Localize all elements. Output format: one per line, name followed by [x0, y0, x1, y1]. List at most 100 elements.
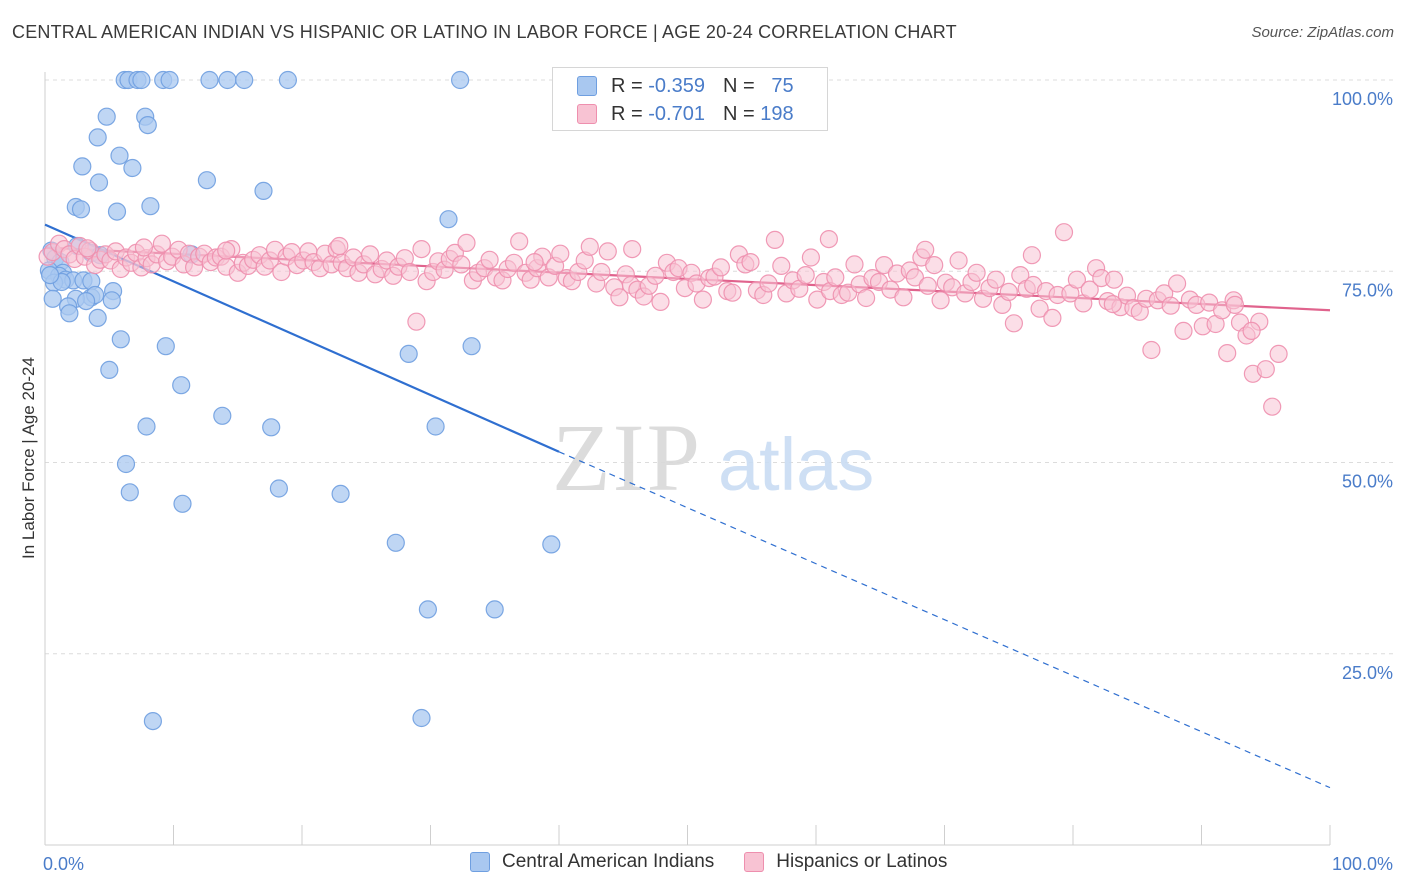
point-hispanics-or-latinos: [580, 237, 599, 256]
axes: [44, 72, 1331, 846]
point-hispanics-or-latinos: [918, 276, 937, 295]
point-hispanics-or-latinos: [1269, 344, 1288, 363]
point-hispanics-or-latinos: [801, 248, 821, 267]
point-central-american-indians: [137, 417, 156, 436]
point-central-american-indians: [172, 376, 191, 395]
point-central-american-indians: [451, 70, 470, 90]
point-central-american-indians: [143, 711, 162, 731]
point-hispanics-or-latinos: [931, 291, 950, 310]
series-legend-item-central-american-indians[interactable]: Central American Indians: [470, 851, 714, 873]
point-hispanics-or-latinos: [905, 268, 925, 287]
point-hispanics-or-latinos: [999, 282, 1018, 301]
point-central-american-indians: [269, 479, 288, 498]
point-central-american-indians: [60, 304, 79, 323]
point-central-american-indians: [73, 157, 92, 176]
point-central-american-indians: [262, 418, 281, 437]
point-hispanics-or-latinos: [412, 240, 431, 259]
point-hispanics-or-latinos: [765, 230, 785, 249]
point-central-american-indians: [485, 600, 504, 619]
point-central-american-indians: [100, 360, 119, 379]
point-central-american-indians: [138, 115, 157, 135]
point-hispanics-or-latinos: [1043, 308, 1062, 327]
point-central-american-indians: [111, 330, 130, 349]
series-legend: Central American Indians Hispanics or La…: [470, 851, 977, 873]
point-central-american-indians: [89, 173, 109, 192]
legend-r-label: R =: [611, 102, 643, 125]
watermark-zip: ZIP: [552, 404, 702, 511]
point-hispanics-or-latinos: [741, 253, 760, 272]
point-hispanics-or-latinos: [1080, 280, 1099, 299]
point-hispanics-or-latinos: [78, 239, 97, 258]
point-central-american-indians: [160, 70, 179, 90]
legend-n-label: N =: [722, 102, 755, 125]
point-central-american-indians: [156, 337, 175, 356]
point-central-american-indians: [418, 600, 437, 619]
series-swatch-pink: [744, 852, 765, 872]
point-hispanics-or-latinos: [916, 240, 935, 259]
y-tick-label: 50.0%: [1342, 472, 1393, 492]
point-hispanics-or-latinos: [1218, 344, 1237, 363]
point-central-american-indians: [120, 483, 139, 502]
legend-swatch-pink: [577, 104, 597, 124]
point-hispanics-or-latinos: [480, 250, 499, 269]
point-central-american-indians: [116, 454, 136, 474]
data-points: [38, 70, 1288, 731]
point-hispanics-or-latinos: [772, 256, 791, 275]
point-hispanics-or-latinos: [1225, 295, 1245, 314]
legend-n-value: 75: [771, 74, 794, 97]
point-central-american-indians: [173, 494, 192, 513]
point-central-american-indians: [462, 337, 481, 356]
series-legend-label: Hispanics or Latinos: [776, 851, 948, 872]
point-hispanics-or-latinos: [1256, 360, 1275, 379]
chart-title: CENTRAL AMERICAN INDIAN VS HISPANIC OR L…: [12, 22, 957, 42]
point-hispanics-or-latinos: [1004, 314, 1024, 333]
point-hispanics-or-latinos: [856, 288, 876, 308]
series-swatch-blue: [470, 852, 490, 872]
point-central-american-indians: [197, 171, 216, 190]
point-hispanics-or-latinos: [525, 253, 544, 272]
point-central-american-indians: [399, 344, 418, 363]
point-hispanics-or-latinos: [826, 268, 845, 287]
point-hispanics-or-latinos: [723, 283, 742, 302]
point-hispanics-or-latinos: [272, 262, 291, 282]
y-tick-label: 75.0%: [1342, 280, 1393, 300]
legend-r-label: R =: [611, 74, 643, 97]
point-central-american-indians: [40, 266, 60, 285]
point-central-american-indians: [76, 292, 96, 311]
point-hispanics-or-latinos: [1054, 223, 1074, 242]
correlation-legend: R = -0.359 N = 75 R = -0.701 N = 198: [552, 67, 828, 131]
legend-n-value: 198: [760, 102, 794, 125]
point-hispanics-or-latinos: [1142, 340, 1161, 360]
point-central-american-indians: [141, 197, 160, 216]
point-hispanics-or-latinos: [1174, 321, 1193, 340]
source-credit: Source: ZipAtlas.com: [1251, 24, 1394, 41]
watermark-atlas: atlas: [718, 423, 874, 506]
point-hispanics-or-latinos: [1263, 397, 1282, 416]
series-legend-label: Central American Indians: [502, 851, 715, 872]
point-hispanics-or-latinos: [759, 274, 778, 293]
point-hispanics-or-latinos: [796, 266, 815, 285]
point-central-american-indians: [278, 70, 297, 90]
legend-row-hispanics-or-latinos: R = -0.701 N = 198: [577, 101, 794, 127]
point-central-american-indians: [123, 158, 142, 178]
grid-lines: [45, 79, 1393, 655]
point-central-american-indians: [132, 70, 151, 90]
point-hispanics-or-latinos: [452, 255, 471, 274]
watermark: ZIP atlas: [552, 404, 874, 511]
legend-row-central-american-indians: R = -0.359 N = 75: [577, 73, 794, 99]
point-hispanics-or-latinos: [819, 230, 839, 249]
point-hispanics-or-latinos: [894, 288, 913, 307]
point-central-american-indians: [254, 181, 273, 200]
point-central-american-indians: [110, 146, 129, 165]
point-hispanics-or-latinos: [400, 262, 419, 282]
point-hispanics-or-latinos: [330, 236, 349, 256]
point-hispanics-or-latinos: [693, 290, 713, 309]
point-hispanics-or-latinos: [592, 262, 611, 282]
point-hispanics-or-latinos: [1103, 295, 1122, 314]
series-legend-item-hispanics-or-latinos[interactable]: Hispanics or Latinos: [744, 851, 947, 873]
trend-line-extension-central-american-indians: [558, 451, 1331, 789]
point-hispanics-or-latinos: [504, 253, 524, 272]
point-central-american-indians: [102, 291, 121, 310]
point-hispanics-or-latinos: [925, 256, 944, 275]
